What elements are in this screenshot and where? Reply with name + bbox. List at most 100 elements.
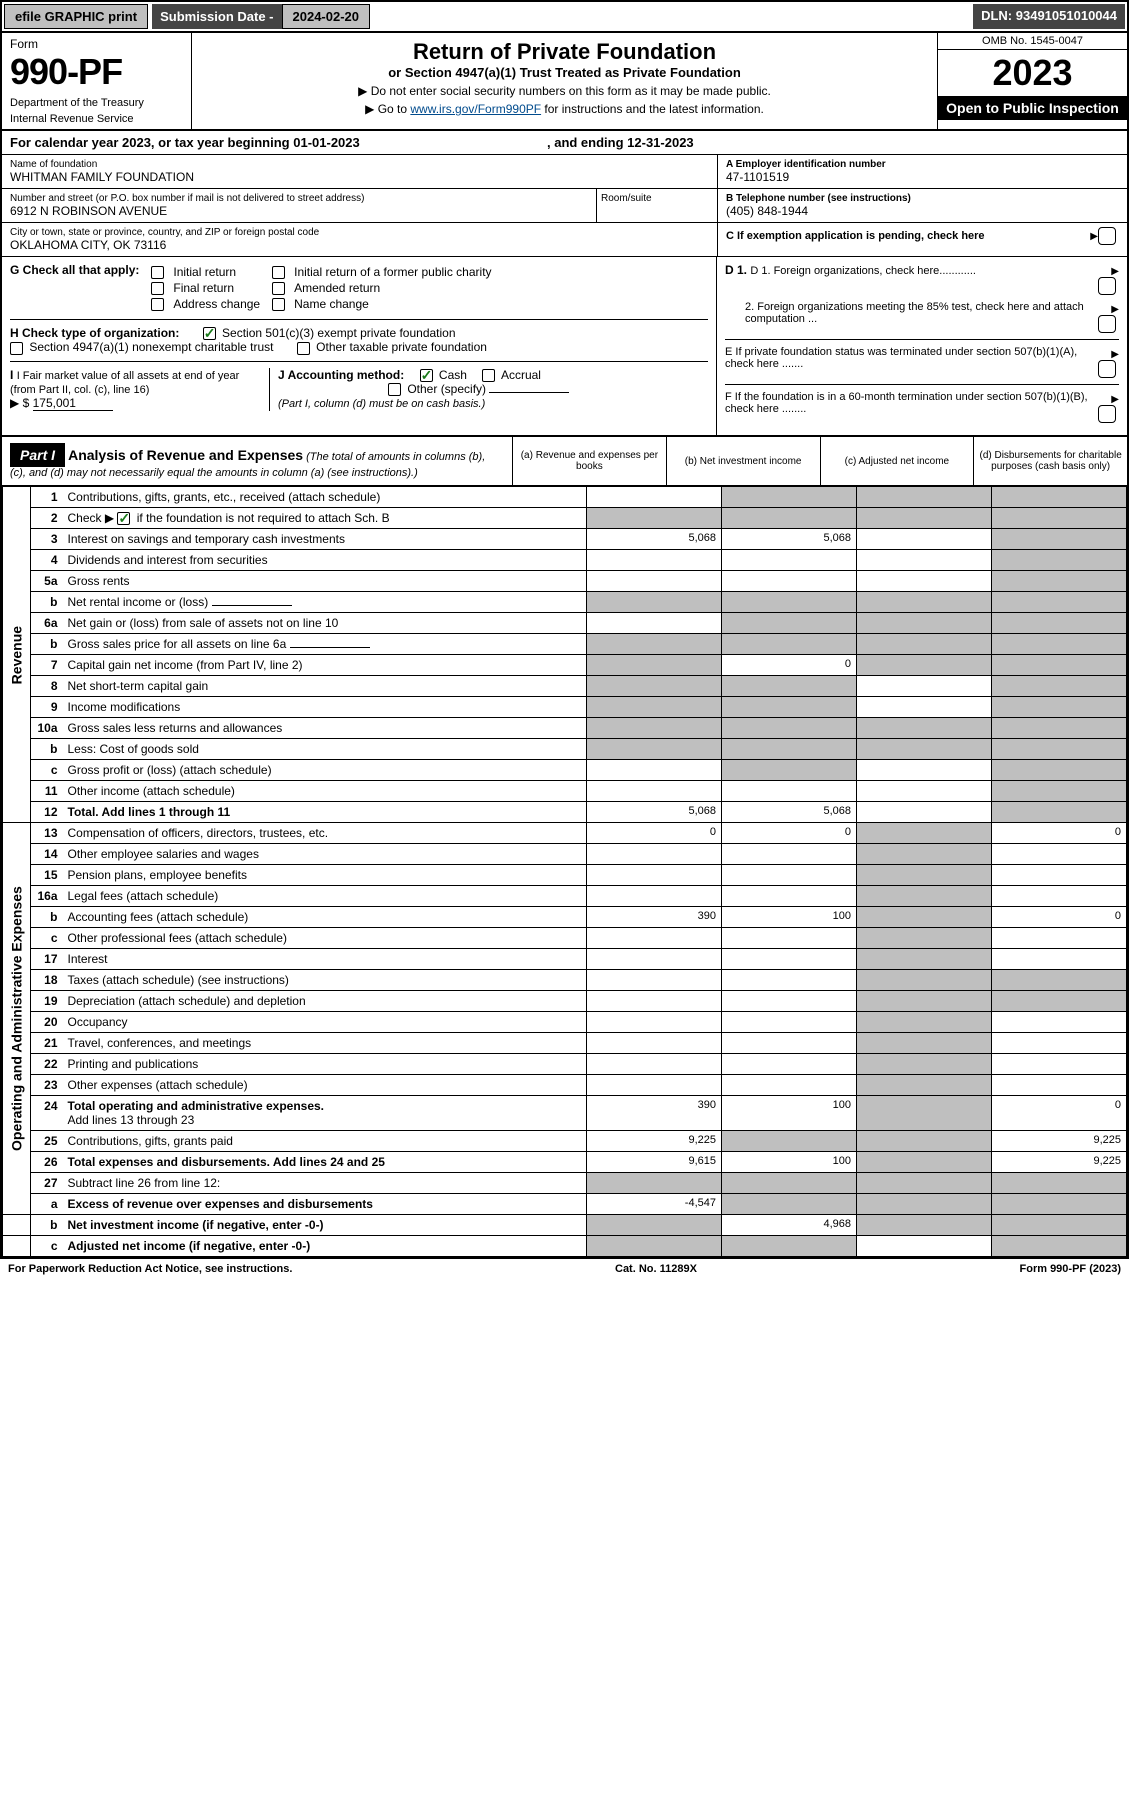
street-address: 6912 N ROBINSON AVENUE [10,204,588,218]
j-cash-checkbox[interactable] [420,369,433,382]
arrow-icon [1111,263,1119,277]
g-opt-0: Initial return [173,265,236,279]
form-header: Form 990-PF Department of the Treasury I… [2,33,1127,131]
r3-a: 5,068 [587,529,722,550]
city-label: City or town, state or province, country… [10,227,709,238]
g-initial-return[interactable] [151,266,164,279]
table-row: bNet investment income (if negative, ent… [3,1215,1127,1236]
note-link: ▶ Go to www.irs.gov/Form990PF for instru… [200,102,929,116]
h-501c3-checkbox[interactable] [203,327,216,340]
col-a-header: (a) Revenue and expenses per books [512,437,666,485]
r2-desc: Check ▶ if the foundation is not require… [63,508,587,529]
d1-checkbox[interactable] [1098,277,1116,295]
efile-button[interactable]: efile GRAPHIC print [4,4,148,29]
submission-date-value: 2024-02-20 [282,4,371,29]
r24-b: 100 [722,1096,857,1131]
table-row: bAccounting fees (attach schedule) 390 1… [3,907,1127,928]
r24-bold: Total operating and administrative expen… [68,1099,325,1113]
h-opt1: Section 501(c)(3) exempt private foundat… [222,326,455,340]
calendar-year-row: For calendar year 2023, or tax year begi… [2,131,1127,155]
f-checkbox[interactable] [1098,405,1116,423]
table-row: 22Printing and publications [3,1054,1127,1075]
schb-checkbox[interactable] [117,512,130,525]
h-other-checkbox[interactable] [297,342,310,355]
calyear-end: 12-31-2023 [627,135,694,150]
g-label: G Check all that apply: [10,263,139,277]
table-row: 27Subtract line 26 from line 12: [3,1173,1127,1194]
header-left: Form 990-PF Department of the Treasury I… [2,33,192,129]
header-right: OMB No. 1545-0047 2023 Open to Public In… [937,33,1127,129]
g-amended[interactable] [272,282,285,295]
note-ssn: ▶ Do not enter social security numbers o… [200,84,929,98]
section-g: G Check all that apply: Initial return F… [10,263,708,320]
f-text: F If the foundation is in a 60-month ter… [725,391,1089,423]
r9-desc: Income modifications [63,697,587,718]
j-label: J Accounting method: [278,368,404,382]
r24-d: 0 [992,1096,1127,1131]
section-h: H Check type of organization: Section 50… [10,326,708,362]
r16c-desc: Other professional fees (attach schedule… [63,928,587,949]
table-row: 15Pension plans, employee benefits [3,865,1127,886]
d1-row: D 1. D 1. Foreign organizations, check h… [725,263,1119,295]
phone-cell: B Telephone number (see instructions) (4… [718,189,1127,223]
r27-desc: Subtract line 26 from line 12: [63,1173,587,1194]
irs-label: Internal Revenue Service [10,113,183,125]
ein-value: 47-1101519 [726,170,1119,184]
col-c-header: (c) Adjusted net income [820,437,974,485]
city-cell: City or town, state or province, country… [2,223,717,256]
e-checkbox[interactable] [1098,360,1116,378]
g-name-change[interactable] [272,298,285,311]
options-left: G Check all that apply: Initial return F… [2,257,717,435]
r26-a: 9,615 [587,1152,722,1173]
table-row: 18Taxes (attach schedule) (see instructi… [3,970,1127,991]
info-block: Name of foundation WHITMAN FAMILY FOUNDA… [2,155,1127,257]
r6a-desc: Net gain or (loss) from sale of assets n… [63,613,587,634]
h-label: H Check type of organization: [10,326,179,340]
h-4947-checkbox[interactable] [10,342,23,355]
g-opt-4: Amended return [294,281,380,295]
calyear-begin: 01-01-2023 [293,135,360,150]
form-container: efile GRAPHIC print Submission Date - 20… [0,0,1129,1259]
room-suite: Room/suite [597,189,717,222]
options-block: G Check all that apply: Initial return F… [2,257,1127,437]
part1-title-cell: Part I Analysis of Revenue and Expenses … [2,437,512,485]
table-row: cAdjusted net income (if negative, enter… [3,1236,1127,1257]
table-row: 24 Total operating and administrative ex… [3,1096,1127,1131]
section-i: I I Fair market value of all assets at e… [10,368,270,411]
r17-desc: Interest [63,949,587,970]
footer-mid: Cat. No. 11289X [615,1263,697,1275]
f-row: F If the foundation is in a 60-month ter… [725,384,1119,423]
r23-desc: Other expenses (attach schedule) [63,1075,587,1096]
table-row: 12Total. Add lines 1 through 11 5,068 5,… [3,802,1127,823]
r6b-line [290,647,370,648]
j-accrual-checkbox[interactable] [482,369,495,382]
exemption-checkbox[interactable] [1098,227,1116,245]
footer-left: For Paperwork Reduction Act Notice, see … [8,1263,292,1275]
r24b-text: Add lines 13 through 23 [68,1113,195,1127]
d2-text: 2. Foreign organizations meeting the 85%… [725,301,1089,333]
h-opt2: Section 4947(a)(1) nonexempt charitable … [29,340,273,354]
table-row: bLess: Cost of goods sold [3,739,1127,760]
r26-b: 100 [722,1152,857,1173]
r27b-b: 4,968 [722,1215,857,1236]
d2-checkbox[interactable] [1098,315,1116,333]
instructions-link[interactable]: www.irs.gov/Form990PF [410,102,541,116]
r12-b: 5,068 [722,802,857,823]
r4-desc: Dividends and interest from securities [63,550,587,571]
r25-a: 9,225 [587,1131,722,1152]
exemption-cell: C If exemption application is pending, c… [718,223,1127,249]
r24-a: 390 [587,1096,722,1131]
table-row: 5aGross rents [3,571,1127,592]
header-mid: Return of Private Foundation or Section … [192,33,937,129]
j-other-checkbox[interactable] [388,383,401,396]
table-row: 11Other income (attach schedule) [3,781,1127,802]
r25-d: 9,225 [992,1131,1127,1152]
part1-tag: Part I [10,443,65,467]
table-row: Operating and Administrative Expenses 13… [3,823,1127,844]
g-address-change[interactable] [151,298,164,311]
g-initial-former[interactable] [272,266,285,279]
tax-year: 2023 [938,50,1127,96]
e-text: E If private foundation status was termi… [725,346,1089,378]
g-final-return[interactable] [151,282,164,295]
omb-number: OMB No. 1545-0047 [938,33,1127,50]
